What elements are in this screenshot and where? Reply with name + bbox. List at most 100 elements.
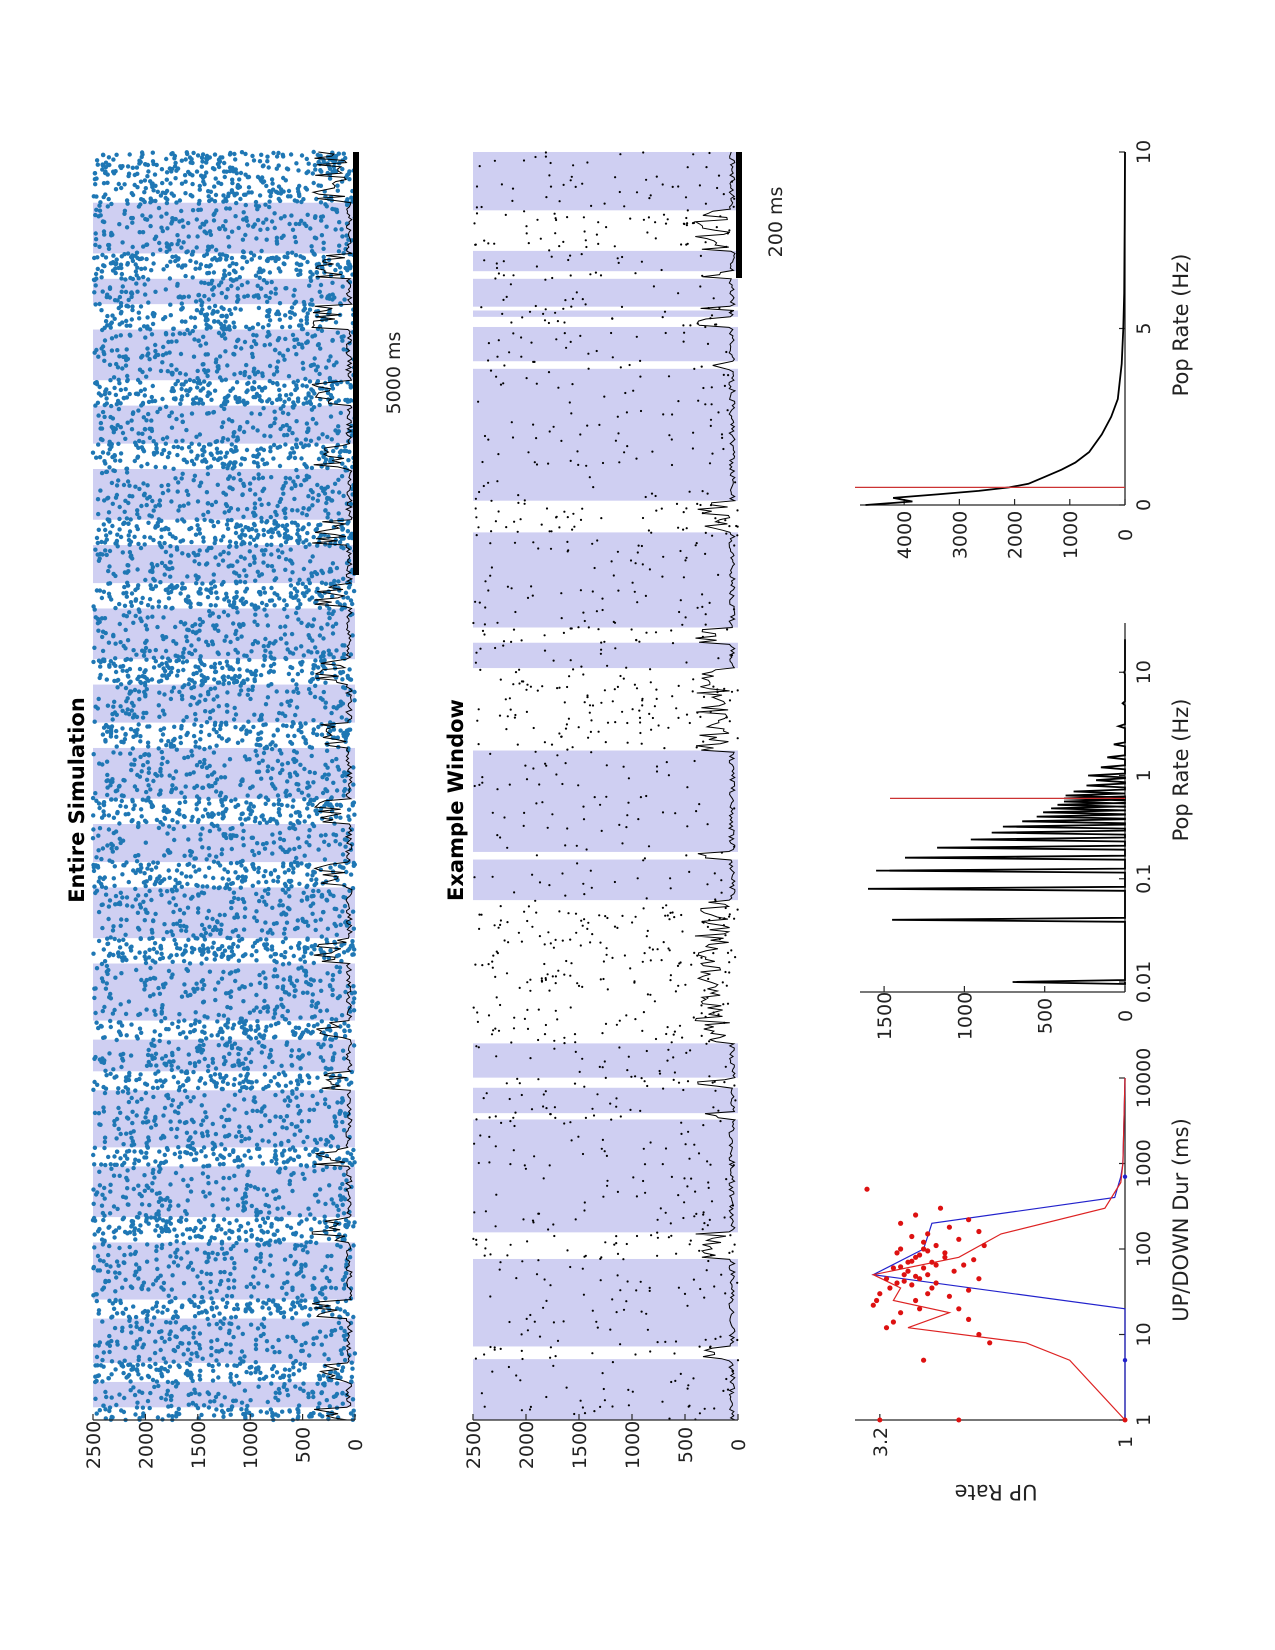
- spike-dot: [317, 1187, 323, 1192]
- spike-dot: [292, 337, 297, 342]
- spike-dot: [185, 881, 190, 887]
- spike-dot: [299, 723, 304, 729]
- spike-dot: [112, 1154, 117, 1159]
- spike-dot: [216, 628, 221, 633]
- spike-dot: [161, 344, 166, 350]
- spike-dot: [318, 533, 324, 538]
- spike-dot: [182, 1018, 187, 1023]
- spike-dot: [311, 666, 316, 671]
- spike-dot: [189, 1176, 194, 1182]
- spike-dot: [186, 1264, 192, 1269]
- spike-dot: [284, 422, 289, 428]
- spike-dot: [213, 720, 218, 725]
- spike-dot: [94, 176, 99, 181]
- spike-dot: [266, 797, 271, 803]
- spike-dot: [202, 926, 207, 932]
- spike-dot: [104, 1073, 109, 1078]
- spike-dot: [128, 679, 133, 684]
- spike-dot: [128, 1053, 134, 1058]
- spike-dot: [118, 1002, 123, 1007]
- spike-dot: [305, 1250, 310, 1255]
- spike-dot: [177, 504, 183, 509]
- spike-dot: [198, 343, 203, 348]
- spike-dot: [303, 740, 308, 745]
- spike-dot: [202, 1081, 208, 1086]
- spike-dot: [267, 199, 272, 204]
- spike-dot: [103, 255, 109, 260]
- spike-dot: [290, 430, 295, 436]
- spike-dot: [176, 1203, 181, 1208]
- spike-dot: [185, 968, 191, 973]
- spike-dot: [118, 1156, 123, 1161]
- spike-dot: [208, 442, 213, 447]
- spike-dot: [238, 196, 243, 202]
- spike-dot: [233, 673, 238, 679]
- spike-dot: [97, 1268, 103, 1273]
- spike-dot: [278, 543, 284, 548]
- spike-dot: [264, 461, 270, 466]
- up-state-band: [93, 824, 355, 863]
- spike-dot: [167, 276, 173, 281]
- spike-dot: [324, 748, 330, 753]
- spike-dot: [270, 1373, 276, 1379]
- spike-dot: [306, 494, 311, 499]
- spike-dot: [93, 242, 98, 248]
- spike-dot: [262, 590, 268, 595]
- spike-dot: [144, 418, 149, 423]
- spike-dot: [202, 1024, 207, 1029]
- spike-dot: [298, 1066, 303, 1071]
- spike-dot: [277, 903, 282, 908]
- spike-dot: [284, 286, 289, 291]
- spike-dot: [246, 687, 251, 692]
- spike-dot: [249, 649, 254, 654]
- spike-dot: [118, 751, 123, 756]
- spike-dot: [256, 869, 261, 875]
- spike-dot: [290, 570, 295, 575]
- spike-dot: [157, 1329, 162, 1335]
- spike-dot: [254, 236, 259, 241]
- spike-dot: [203, 874, 208, 879]
- spike-dot: [143, 1090, 149, 1096]
- spike-dot: [179, 394, 185, 399]
- spike-dot: [233, 927, 238, 933]
- spike-dot: [91, 813, 96, 818]
- spike-dot: [197, 483, 202, 489]
- spike-dot: [117, 783, 122, 789]
- spike-dot: [311, 617, 317, 622]
- spike-dot: [350, 803, 355, 808]
- spike-dot: [124, 1149, 130, 1154]
- spike-dot: [264, 542, 270, 548]
- spike-dot: [114, 1037, 119, 1043]
- spike-dot: [214, 1228, 219, 1233]
- spike-dot: [261, 532, 267, 538]
- spike-dot: [205, 471, 211, 477]
- spike-dot: [179, 1327, 185, 1332]
- spike-dot: [219, 1241, 225, 1246]
- spike-dot: [230, 466, 235, 471]
- spike-dot: [213, 439, 218, 445]
- spike-dot: [258, 1333, 264, 1339]
- spike-dot: [174, 1334, 179, 1340]
- spike-dot: [105, 313, 110, 319]
- spike-dot: [233, 214, 238, 219]
- spike-dot: [297, 183, 302, 189]
- spike-dot: [181, 224, 186, 229]
- spike-dot: [251, 724, 256, 730]
- spike-dot: [106, 813, 112, 818]
- spike-dot: [248, 982, 254, 987]
- spike-dot: [219, 1227, 224, 1232]
- spike-dot: [289, 305, 295, 310]
- spike-dot: [183, 784, 188, 789]
- spike-dot: [197, 531, 203, 536]
- spike-dot: [252, 915, 257, 920]
- spike-dot: [153, 525, 158, 530]
- spike-dot: [215, 1033, 220, 1038]
- spike-dot: [113, 1228, 119, 1233]
- spike-dot: [215, 482, 220, 487]
- spike-dot: [214, 590, 219, 595]
- spike-dot: [136, 1372, 141, 1377]
- spike-dot: [143, 683, 148, 688]
- spike-dot: [170, 818, 175, 823]
- spike-dot: [118, 840, 123, 846]
- spike-dot: [149, 332, 155, 337]
